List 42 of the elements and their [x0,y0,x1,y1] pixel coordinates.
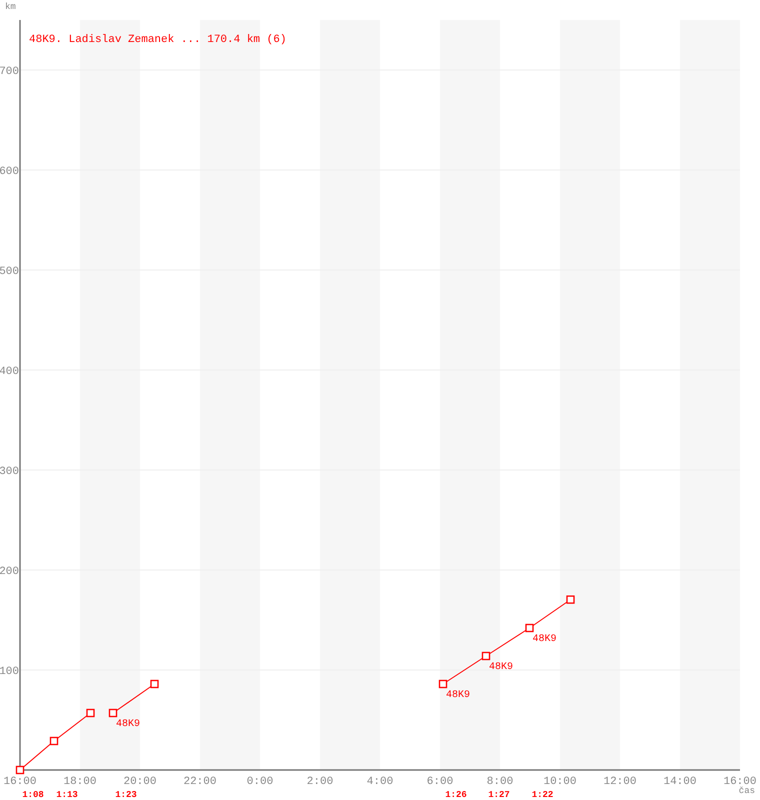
y-tick-label: 100 [0,666,19,678]
point [16,766,24,774]
y-axis-title: km [5,2,16,12]
text: 1:22 [532,790,554,800]
point [50,736,58,746]
x-tick-label: 12:00 [603,776,637,788]
text: 1:26 [445,790,467,800]
x-tick-label: 18:00 [63,776,97,788]
annotation: 48K9 [489,662,514,673]
point [566,595,575,604]
text: 48K9. Ladislav Zemanek ... 170.4 km (6) [29,34,286,46]
annotation: 48K9 [532,634,557,645]
x-tick-label: 20:00 [123,776,157,788]
y-tick-label: 700 [0,66,19,78]
x-tick-label: 16:00 [723,776,757,788]
text: 1:27 [488,790,510,800]
annotation: 48K9 [446,690,470,701]
point [525,624,534,632]
x-tick-label: 4:00 [366,776,394,788]
y-tick-label: 300 [0,466,19,478]
x-tick-label: 8:00 [486,776,514,788]
y-tick-label: 400 [0,366,19,378]
point [482,652,490,660]
point [150,680,159,688]
y-tick-label: 500 [0,266,19,278]
annotation: 48K9 [116,719,140,730]
point [438,680,448,688]
x-tick-label: 14:00 [663,776,697,788]
x-tick-label: 0:00 [246,776,274,788]
x-tick-label: 2:00 [306,776,334,788]
x-tick-label: 10:00 [543,776,577,788]
text: 1:13 [56,790,78,800]
text: 1:23 [115,790,137,800]
text: 1:08 [22,790,44,800]
x-tick-label: 6:00 [426,776,454,788]
y-tick-label: 600 [0,166,19,178]
y-tick-label: 200 [0,566,19,578]
point [86,708,95,718]
x-tick-label: 22:00 [183,776,217,788]
x-tick-label: 16:00 [3,776,37,788]
x-axis-title: čas [738,786,755,796]
point [108,708,118,718]
